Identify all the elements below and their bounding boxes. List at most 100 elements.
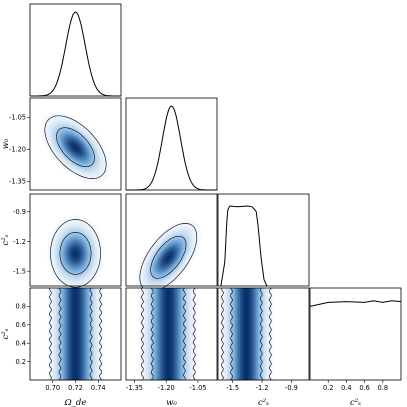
density-cell xyxy=(49,360,53,363)
density-cell xyxy=(173,346,176,349)
density-cell xyxy=(73,130,76,133)
density-cell xyxy=(47,252,51,255)
density-cell xyxy=(71,298,74,301)
density-cell xyxy=(95,168,98,171)
density-cell xyxy=(65,148,68,151)
density-cell xyxy=(101,258,104,261)
density-cell xyxy=(59,146,63,149)
density-cell xyxy=(105,170,108,173)
density-cell xyxy=(185,232,188,235)
density-cell xyxy=(89,254,92,257)
density-cell xyxy=(65,258,68,261)
density-cell xyxy=(145,362,149,365)
density-cell xyxy=(161,356,164,359)
density-cell xyxy=(139,374,143,377)
density-cell xyxy=(51,366,55,369)
density-cell xyxy=(165,340,168,343)
density-cell xyxy=(67,170,70,173)
density-cell xyxy=(85,304,88,307)
density-cell xyxy=(163,326,166,329)
density-cell xyxy=(149,310,153,313)
density-cell xyxy=(161,328,164,331)
density-cell xyxy=(85,328,88,331)
density-cell xyxy=(171,282,174,285)
density-cell xyxy=(95,368,98,371)
density-cell xyxy=(63,362,67,365)
density-cell xyxy=(69,266,72,269)
density-cell xyxy=(87,280,90,283)
density-cell xyxy=(49,320,53,323)
density-cell xyxy=(137,360,141,363)
density-cell xyxy=(79,330,82,333)
density-cell xyxy=(177,222,180,225)
density-cell xyxy=(169,226,172,229)
density-cell xyxy=(93,336,96,339)
density-cell xyxy=(171,370,174,373)
density-cell xyxy=(93,226,96,229)
density-cell xyxy=(187,310,190,313)
density-cell xyxy=(137,324,141,327)
density-cell xyxy=(47,134,51,137)
density-cell xyxy=(51,154,55,157)
density-cell xyxy=(187,296,190,299)
density-cell xyxy=(137,346,141,349)
density-cell xyxy=(49,114,53,117)
density-cell xyxy=(161,256,164,259)
density-cell xyxy=(151,262,155,265)
density-cell xyxy=(145,314,149,317)
density-cell xyxy=(187,320,190,323)
density-cell xyxy=(181,290,184,293)
density-cell xyxy=(59,254,63,257)
density-cell xyxy=(91,298,94,301)
density-cell xyxy=(185,348,188,351)
density-cell xyxy=(61,218,65,221)
density-cell xyxy=(69,314,72,317)
density-cell xyxy=(81,308,84,311)
density-cell xyxy=(83,278,86,281)
density-cell xyxy=(137,272,141,275)
density-cell xyxy=(159,256,163,259)
density-cell xyxy=(69,298,72,301)
density-cell xyxy=(95,290,98,293)
density-cell xyxy=(53,254,57,257)
density-cell xyxy=(85,296,88,299)
density-cell xyxy=(195,222,198,225)
density-cell xyxy=(177,350,180,353)
density-cell xyxy=(87,132,90,135)
density-cell xyxy=(57,240,61,243)
density-cell xyxy=(81,150,84,153)
density-cell xyxy=(47,366,51,369)
density-cell xyxy=(153,252,157,255)
density-cell xyxy=(51,312,55,315)
density-cell xyxy=(65,136,68,139)
density-cell xyxy=(97,158,100,161)
density-cell xyxy=(167,284,170,287)
density-cell xyxy=(63,260,67,263)
density-cell xyxy=(95,322,98,325)
density-cell xyxy=(71,318,74,321)
density-cell xyxy=(157,248,161,251)
density-cell xyxy=(83,330,86,333)
density-cell xyxy=(59,268,63,271)
density-cell xyxy=(177,220,180,223)
density-cell xyxy=(155,290,159,293)
density-cell xyxy=(183,230,186,233)
density-cell xyxy=(85,294,88,297)
density-cell xyxy=(63,118,67,121)
density-cell xyxy=(47,240,51,243)
density-cell xyxy=(177,344,180,347)
density-cell xyxy=(197,228,200,231)
density-cell xyxy=(163,268,166,271)
density-cell xyxy=(149,334,153,337)
density-cell xyxy=(79,134,82,137)
density-cell xyxy=(85,376,88,379)
density-cell xyxy=(61,130,65,133)
density-cell xyxy=(189,328,192,331)
density-cell xyxy=(137,282,141,285)
density-cell xyxy=(51,344,55,347)
density-cell xyxy=(73,378,76,381)
density-cell xyxy=(61,298,65,301)
density-cell xyxy=(77,352,80,355)
density-cell xyxy=(69,346,72,349)
density-cell xyxy=(155,294,159,297)
